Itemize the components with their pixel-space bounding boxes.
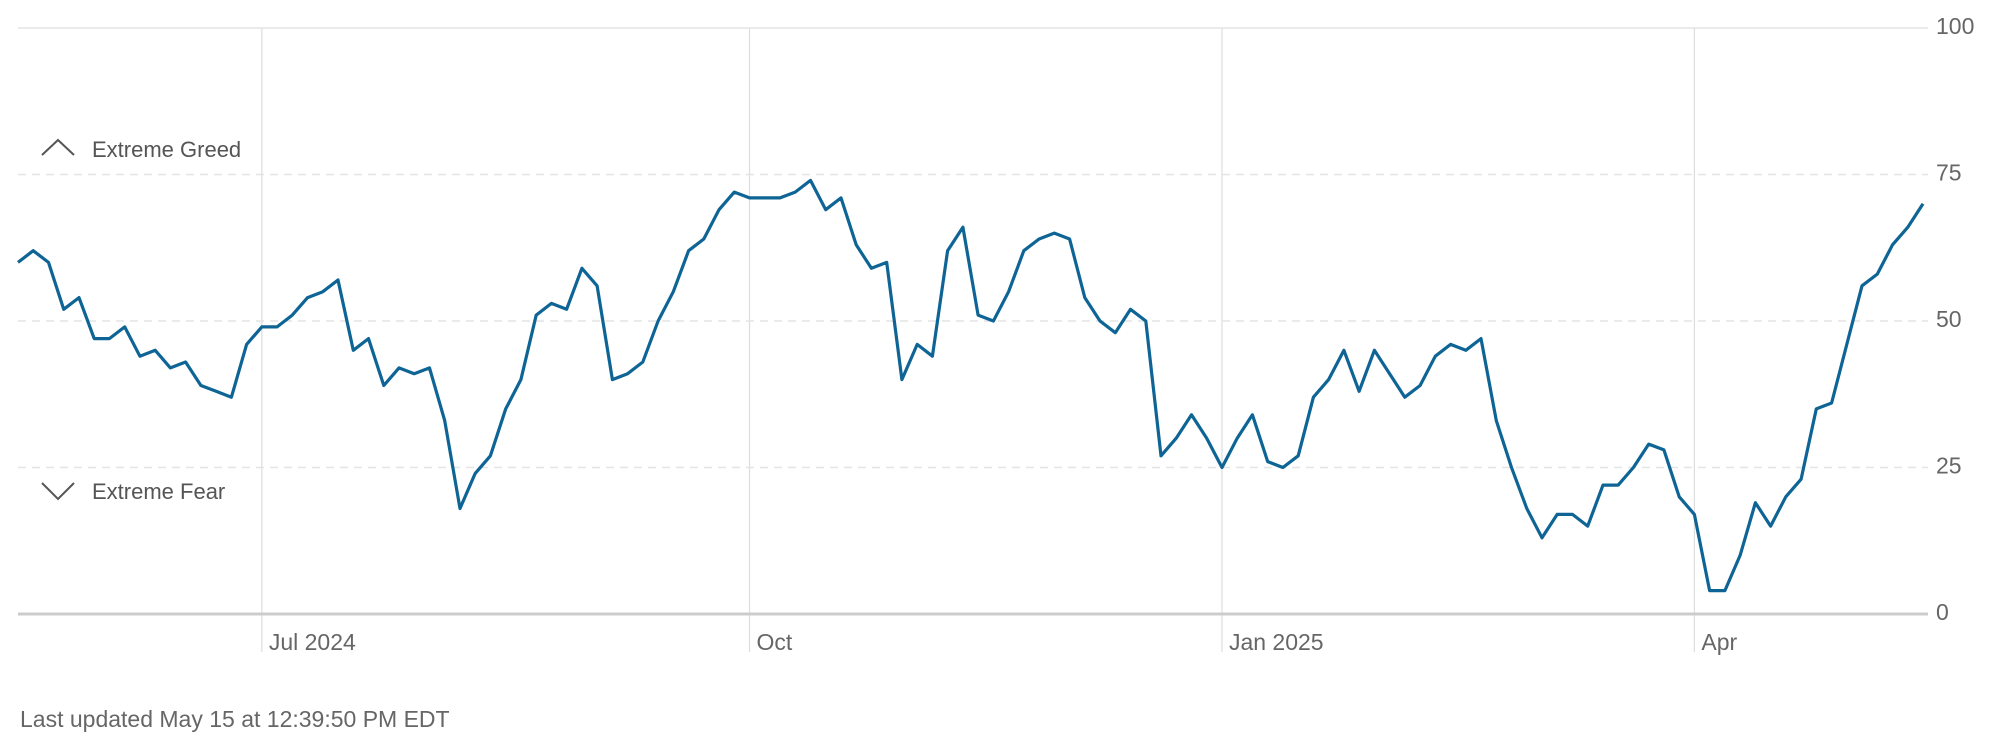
- greed-label: Extreme Greed: [92, 137, 241, 162]
- greed-icon: [41, 138, 75, 156]
- fear-label: Extreme Fear: [92, 479, 225, 504]
- footer: Last updated May 15 at 12:39:50 PM EDT: [20, 706, 450, 732]
- fear-icon: [41, 482, 75, 501]
- y-tick-label: 50: [1936, 306, 1962, 332]
- x-tick-label: Apr: [1701, 629, 1737, 655]
- y-tick-label: 0: [1936, 599, 1949, 625]
- y-tick-label: 100: [1936, 13, 1974, 39]
- y-tick-label: 25: [1936, 453, 1962, 479]
- x-tick-label: Jan 2025: [1229, 629, 1324, 655]
- x-tick-label: Jul 2024: [269, 629, 356, 655]
- line: [17, 178, 1925, 593]
- x-tick-label: Oct: [757, 629, 793, 655]
- y-tick-label: 75: [1936, 160, 1962, 186]
